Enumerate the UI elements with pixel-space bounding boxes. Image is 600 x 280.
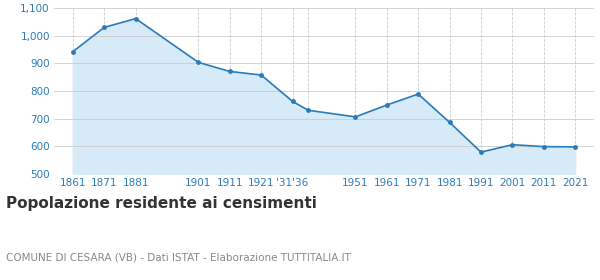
Text: Popolazione residente ai censimenti: Popolazione residente ai censimenti [6, 196, 317, 211]
Text: COMUNE DI CESARA (VB) - Dati ISTAT - Elaborazione TUTTITALIA.IT: COMUNE DI CESARA (VB) - Dati ISTAT - Ela… [6, 252, 351, 262]
